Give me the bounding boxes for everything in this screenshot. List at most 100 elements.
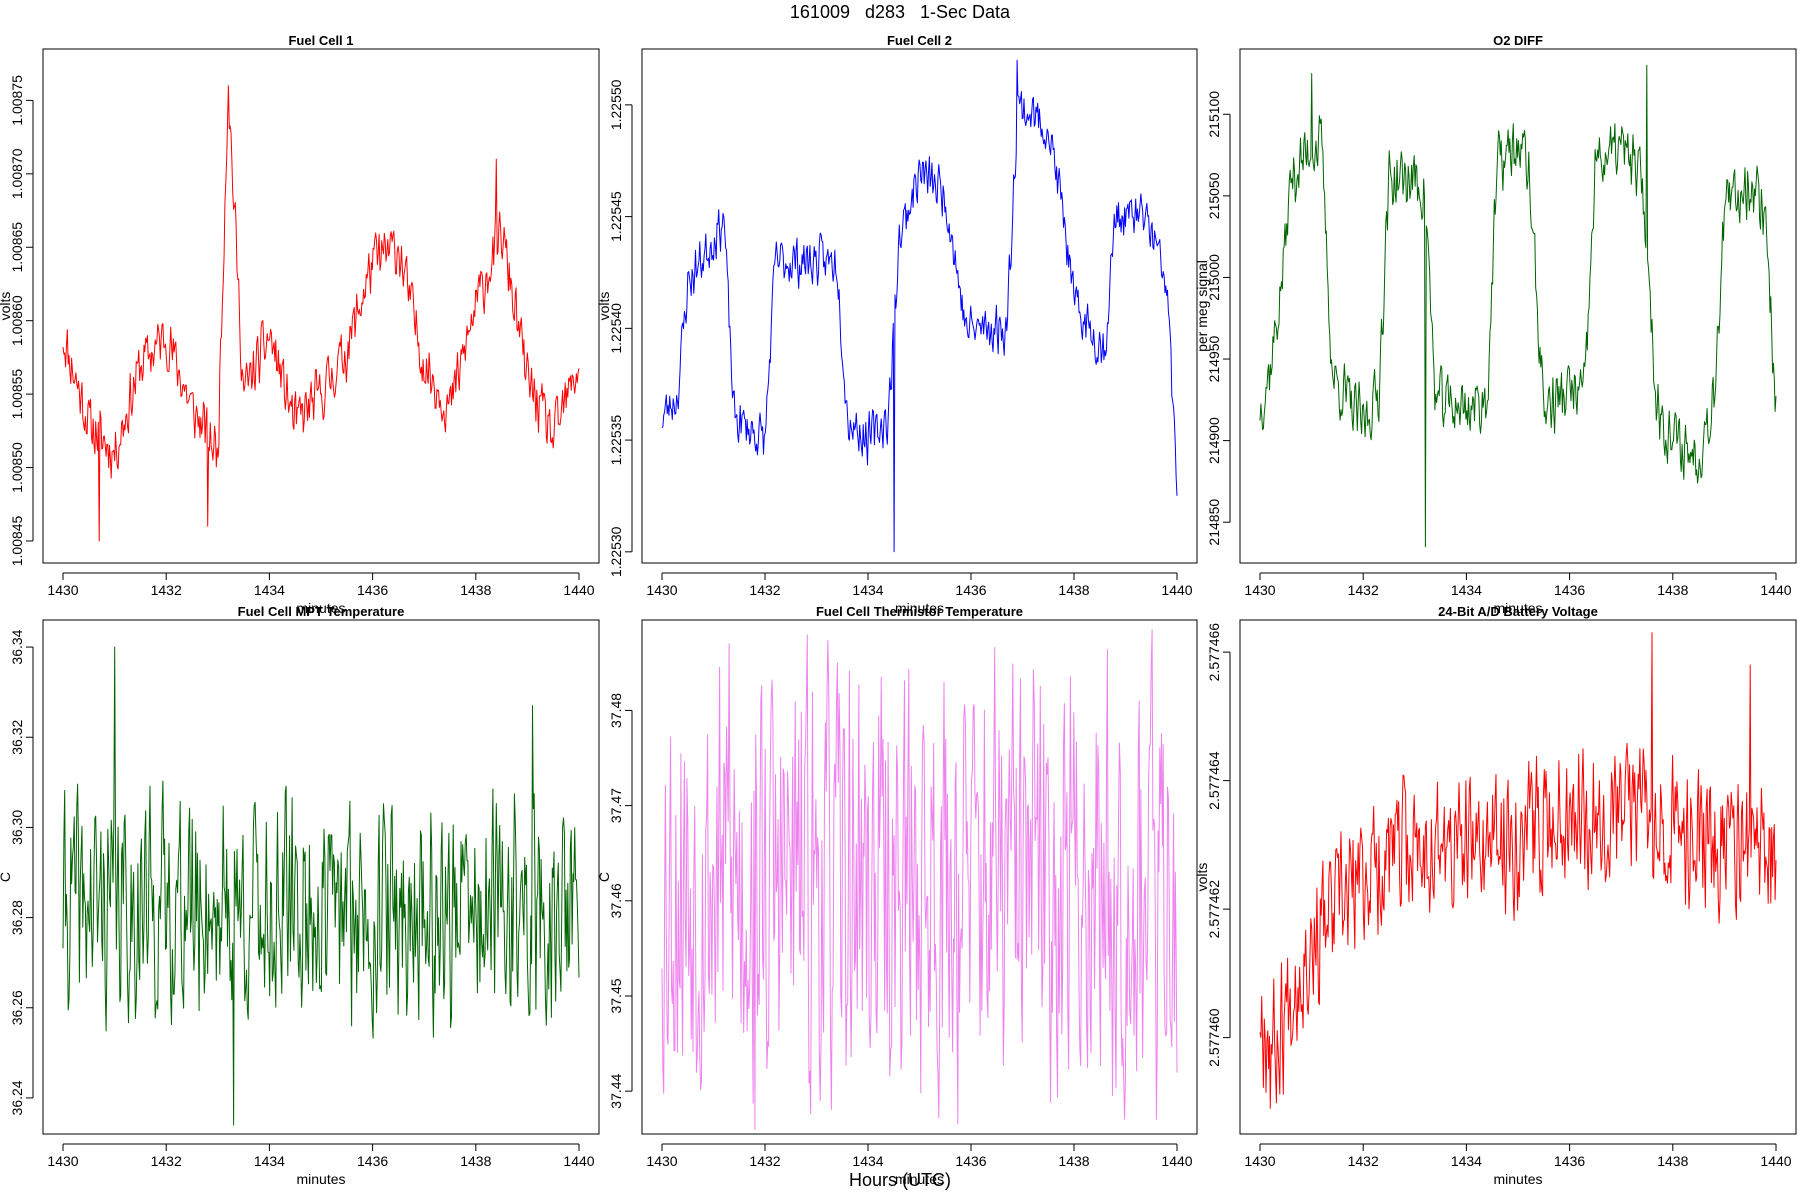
x-axis-label: minutes bbox=[296, 600, 345, 616]
y-tick-label: 1.22545 bbox=[608, 191, 624, 242]
x-tick-label: 1434 bbox=[852, 582, 883, 598]
series-line bbox=[661, 59, 1178, 553]
x-tick-label: 1440 bbox=[1760, 582, 1791, 598]
x-tick-label: 1430 bbox=[1244, 1153, 1275, 1169]
x-tick-label: 1440 bbox=[1760, 1153, 1791, 1169]
chart-panel-5: Fuel Cell Thermistor Temperature 1430 1432… bbox=[596, 604, 1198, 1187]
page-title: 161009 d283 1-Sec Data bbox=[789, 2, 1011, 22]
series-line bbox=[1259, 632, 1777, 1109]
y-tick-label: 2.577464 bbox=[1206, 751, 1222, 810]
x-tick-label: 1440 bbox=[563, 582, 594, 598]
x-tick-label: 1436 bbox=[357, 582, 388, 598]
chart-panel-4: Fuel Cell MPT Temperature 1430 1432 1434 143… bbox=[0, 604, 600, 1187]
chart-panel-3: O2 DIFF 1430 1432 1434 1436 1438 1440 minutes 21… bbox=[1194, 33, 1797, 616]
y-tick-label: 1.22535 bbox=[608, 415, 624, 466]
y-tick-label: 1.22540 bbox=[608, 303, 624, 354]
y-tick-label: 2.577466 bbox=[1206, 623, 1222, 682]
y-tick-label: 1.00865 bbox=[9, 222, 25, 273]
x-tick-label: 1440 bbox=[1161, 1153, 1192, 1169]
chart-title: O2 DIFF bbox=[1493, 33, 1543, 48]
y-tick-label: 214850 bbox=[1206, 499, 1222, 546]
x-axis-overall-label: Hours (UTC) bbox=[849, 1170, 951, 1190]
x-tick-label: 1430 bbox=[646, 1153, 677, 1169]
x-axis-label: minutes bbox=[1493, 1171, 1542, 1187]
y-tick-label: 37.46 bbox=[608, 883, 624, 918]
x-tick-label: 1432 bbox=[1348, 582, 1379, 598]
y-tick-label: 214900 bbox=[1206, 417, 1222, 464]
x-tick-label: 1438 bbox=[460, 582, 491, 598]
x-tick-label: 1432 bbox=[151, 582, 182, 598]
y-tick-label: 1.22530 bbox=[608, 526, 624, 577]
y-tick-label: 36.24 bbox=[9, 1080, 25, 1115]
x-tick-label: 1438 bbox=[1058, 1153, 1089, 1169]
x-tick-label: 1436 bbox=[357, 1153, 388, 1169]
x-tick-label: 1438 bbox=[1657, 582, 1688, 598]
y-tick-label: 1.00860 bbox=[9, 295, 25, 346]
y-tick-label: 36.34 bbox=[9, 629, 25, 664]
y-axis-label: C bbox=[596, 872, 612, 882]
x-tick-label: 1434 bbox=[1451, 582, 1482, 598]
y-tick-label: 37.44 bbox=[608, 1073, 624, 1108]
x-axis-label: minutes bbox=[1493, 600, 1542, 616]
x-tick-label: 1436 bbox=[955, 1153, 986, 1169]
plot-frame bbox=[641, 48, 1198, 564]
y-tick-label: 37.45 bbox=[608, 978, 624, 1013]
chart-title: Fuel Cell 2 bbox=[887, 33, 952, 48]
x-tick-label: 1430 bbox=[646, 582, 677, 598]
plot-frame bbox=[42, 48, 600, 564]
y-tick-label: 1.00870 bbox=[9, 148, 25, 199]
y-tick-label: 215000 bbox=[1206, 254, 1222, 301]
plot-frame bbox=[641, 619, 1198, 1135]
x-tick-label: 1432 bbox=[749, 1153, 780, 1169]
x-axis-label: minutes bbox=[296, 1171, 345, 1187]
series-line bbox=[661, 629, 1178, 1130]
y-tick-label: 37.47 bbox=[608, 788, 624, 823]
x-tick-label: 1432 bbox=[151, 1153, 182, 1169]
x-tick-label: 1432 bbox=[1348, 1153, 1379, 1169]
x-tick-label: 1430 bbox=[47, 582, 78, 598]
x-tick-label: 1434 bbox=[254, 582, 285, 598]
y-tick-label: 1.00855 bbox=[9, 369, 25, 420]
y-tick-label: 36.28 bbox=[9, 900, 25, 935]
chart-panel-2: Fuel Cell 2 1430 1432 1434 1436 1438 1440 minut… bbox=[596, 33, 1198, 616]
chart-title: Fuel Cell MPT Temperature bbox=[238, 604, 405, 619]
y-axis-label: volts bbox=[0, 292, 13, 321]
x-tick-label: 1436 bbox=[955, 582, 986, 598]
x-axis-label: minutes bbox=[895, 1171, 944, 1187]
chart-panel-6: 24-Bit A/D Battery Voltage 1430 1432 1434 14… bbox=[1194, 604, 1797, 1187]
x-tick-label: 1436 bbox=[1554, 1153, 1585, 1169]
chart-panel-1: Fuel Cell 1 1430 1432 1434 1436 1438 1440 minut… bbox=[0, 33, 600, 616]
x-tick-label: 1432 bbox=[749, 582, 780, 598]
x-tick-label: 1440 bbox=[1161, 582, 1192, 598]
y-tick-label: 1.00875 bbox=[9, 75, 25, 126]
y-tick-label: 215050 bbox=[1206, 172, 1222, 219]
y-tick-label: 1.00850 bbox=[9, 442, 25, 493]
y-tick-label: 36.26 bbox=[9, 990, 25, 1025]
y-tick-label: 36.30 bbox=[9, 810, 25, 845]
x-tick-label: 1430 bbox=[1244, 582, 1275, 598]
x-tick-label: 1434 bbox=[1451, 1153, 1482, 1169]
y-axis-label: C bbox=[0, 872, 13, 882]
y-axis-label: per meg signal bbox=[1194, 260, 1210, 352]
x-tick-label: 1430 bbox=[47, 1153, 78, 1169]
x-tick-label: 1436 bbox=[1554, 582, 1585, 598]
x-tick-label: 1438 bbox=[1058, 582, 1089, 598]
plot-frame bbox=[1239, 619, 1797, 1135]
x-tick-label: 1434 bbox=[852, 1153, 883, 1169]
x-axis-label: minutes bbox=[895, 600, 944, 616]
y-tick-label: 2.577462 bbox=[1206, 880, 1222, 939]
series-line bbox=[62, 85, 580, 542]
chart-title: Fuel Cell Thermistor Temperature bbox=[816, 604, 1023, 619]
x-tick-label: 1440 bbox=[563, 1153, 594, 1169]
x-tick-label: 1434 bbox=[254, 1153, 285, 1169]
y-tick-label: 215100 bbox=[1206, 91, 1222, 138]
y-tick-label: 1.00845 bbox=[9, 515, 25, 566]
y-tick-label: 214950 bbox=[1206, 335, 1222, 382]
x-tick-label: 1438 bbox=[460, 1153, 491, 1169]
x-tick-label: 1438 bbox=[1657, 1153, 1688, 1169]
y-axis-label: volts bbox=[1194, 863, 1210, 892]
series-line bbox=[1259, 64, 1777, 548]
plot-frame bbox=[1239, 48, 1797, 564]
y-tick-label: 2.577460 bbox=[1206, 1008, 1222, 1067]
y-tick-label: 1.22550 bbox=[608, 79, 624, 130]
